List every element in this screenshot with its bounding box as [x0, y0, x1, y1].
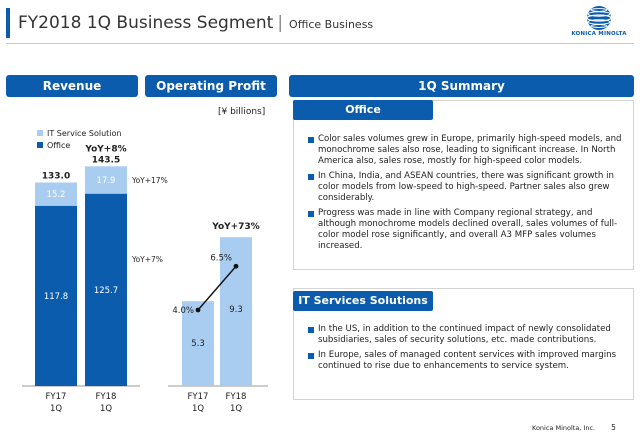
op-category-label: 1Q	[230, 404, 242, 414]
revenue-total-yoy: YoY+8%	[84, 144, 126, 154]
revenue-category-label: 1Q	[100, 404, 112, 414]
chart-legend: IT Service Solution Office	[37, 127, 122, 151]
op-margin-label: 6.5%	[210, 253, 232, 263]
revenue-office-value: 125.7	[94, 286, 118, 296]
unit-label: [¥ billions]	[218, 107, 266, 117]
revenue-it-value: 17.9	[97, 176, 116, 186]
page-title-text: FY2018 1Q Business Segment	[18, 13, 274, 33]
op-margin-line	[197, 265, 237, 311]
op-margin-label: 4.0%	[172, 306, 194, 316]
legend-label-office: Office	[47, 140, 71, 150]
revenue-category-label: 1Q	[50, 404, 62, 414]
revenue-category-label: FY18	[96, 392, 117, 402]
op-category-label: 1Q	[192, 404, 204, 414]
logo-text: KONICA MINOLTA	[571, 31, 627, 37]
op-bar-value: 5.3	[191, 339, 205, 349]
office-bullet: In China, India, and ASEAN countries, th…	[308, 171, 630, 204]
op-category-label: FY17	[188, 392, 209, 402]
title-separator: |	[277, 13, 284, 33]
operating-profit-chart: FY17 1Q FY18 1Q 5.3 9.3 4.0% 6.5% YoY+73%	[168, 222, 268, 414]
op-bar	[182, 301, 214, 386]
legend-item-office: Office	[37, 139, 122, 151]
op-bar	[220, 237, 252, 386]
summary-header: 1Q Summary	[289, 75, 634, 97]
title-accent-bar	[6, 8, 10, 38]
revenue-header: Revenue	[6, 75, 138, 97]
revenue-office-yoy: YoY+7%	[131, 255, 163, 264]
revenue-chart: 117.8 15.2 133.0 FY17 1Q 125.7 17.9 143.5 FY18 1Q…	[22, 144, 168, 414]
op-margin-point	[195, 307, 201, 313]
revenue-category-label: FY17	[46, 392, 67, 402]
it-bullet: In Europe, sales of managed content serv…	[308, 350, 630, 372]
it-bullet: In the US, in addition to the continued …	[308, 324, 630, 346]
page-title: FY2018 1Q Business Segment | Office Busine…	[18, 13, 373, 33]
title-divider	[6, 43, 634, 44]
legend-label-it: IT Service Solution	[47, 128, 122, 138]
page-subtitle: Office Business	[289, 18, 374, 31]
footer-company: Konica Minolta, Inc.	[532, 424, 596, 432]
op-yoy: YoY+73%	[211, 222, 259, 232]
page-number: 5	[611, 423, 616, 432]
footer: Konica Minolta, Inc. 5	[532, 423, 616, 432]
office-bullet: Progress was made in line with Company r…	[308, 208, 630, 252]
revenue-bar-it	[85, 166, 127, 194]
legend-swatch-it	[37, 130, 43, 136]
revenue-it-value: 15.2	[47, 190, 66, 200]
office-bullet-list: Color sales volumes grew in Europe, prim…	[308, 134, 630, 256]
office-bullet: Color sales volumes grew in Europe, prim…	[308, 134, 630, 167]
revenue-bar-office	[85, 193, 127, 386]
op-category-label: FY18	[226, 392, 247, 402]
revenue-total-value: 143.5	[92, 155, 120, 165]
revenue-bar-it	[35, 182, 77, 206]
legend-item-it: IT Service Solution	[37, 127, 122, 139]
revenue-it-yoy: YoY+17%	[131, 176, 168, 185]
op-margin-point	[233, 263, 239, 269]
legend-swatch-office	[37, 142, 43, 148]
office-summary-box	[293, 100, 634, 270]
company-logo: KONICA MINOLTA	[566, 5, 632, 37]
revenue-total-value: 133.0	[42, 172, 70, 182]
revenue-bar-office	[35, 205, 77, 386]
it-section-header: IT Services Solutions	[293, 291, 433, 311]
globe-logo-icon	[586, 6, 612, 30]
title-bar: FY2018 1Q Business Segment | Office Busine…	[0, 0, 640, 44]
op-bar-value: 9.3	[229, 305, 243, 315]
revenue-office-value: 117.8	[44, 292, 68, 302]
it-bullet-list: In the US, in addition to the continued …	[308, 324, 630, 376]
it-summary-box	[293, 288, 634, 400]
operating-profit-header: Operating Profit	[145, 75, 277, 97]
office-section-header: Office	[293, 100, 433, 120]
